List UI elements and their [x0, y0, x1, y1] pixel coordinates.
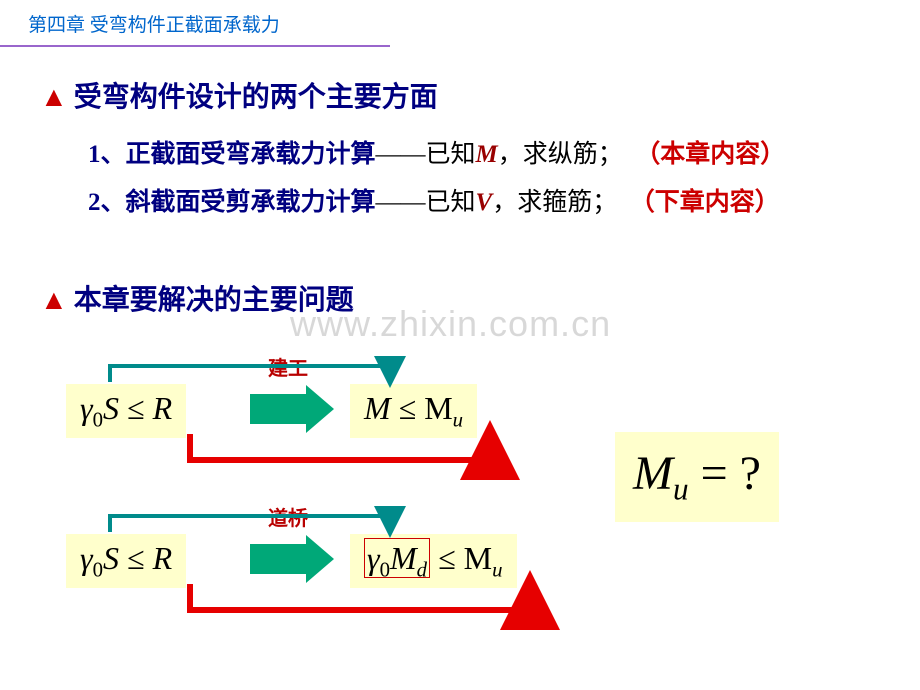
item2-mid: ——已知 [376, 189, 476, 216]
teal-connector-2 [110, 516, 390, 532]
formula-left-top: γ0S ≤ R [66, 384, 186, 438]
section1-item1: 1、正截面受弯承载力计算——已知M，求纵筋； （本章内容） [88, 131, 880, 179]
content-area: ▲受弯构件设计的两个主要方面 1、正截面受弯承载力计算——已知M，求纵筋； （本… [0, 47, 920, 318]
fq-a: M [633, 447, 673, 500]
item2-note: （下章内容） [630, 189, 780, 216]
formula-left-bottom: γ0S ≤ R [66, 534, 186, 588]
item2-label: 2、斜截面受剪承载力计算 [88, 189, 376, 216]
arrow-block-1 [250, 394, 306, 424]
item1-var: M [476, 141, 498, 168]
item1-mid: ——已知 [376, 141, 476, 168]
formula-right-top: M ≤ Mu [350, 384, 477, 438]
diagram-area: 建工 道桥 γ0S ≤ R M ≤ Mu γ0S ≤ R γ0Md ≤ Mu M… [60, 352, 880, 672]
f-bot-a: M [390, 540, 417, 576]
triangle-icon: ▲ [40, 285, 68, 316]
formula-right-bottom: γ0Md ≤ Mu [350, 534, 517, 588]
item1-label: 1、正截面受弯承载力计算 [88, 141, 376, 168]
item1-after: ，求纵筋； [498, 141, 623, 168]
f-bot-d: d [417, 558, 427, 581]
arrow-head-1 [306, 385, 334, 433]
item2-after: ，求箍筋； [492, 189, 617, 216]
label-jiangong: 建工 [268, 352, 308, 381]
formula-question: Mu = ? [615, 432, 779, 522]
section1-title-text: 受弯构件设计的两个主要方面 [74, 82, 438, 113]
watermark-text: www.zhixin.com.cn [290, 303, 611, 345]
f-top-b: ≤ M [391, 390, 453, 426]
item2-var: V [476, 189, 493, 216]
f-bot-b: ≤ M [430, 540, 492, 576]
f-top-a: M [364, 390, 391, 426]
teal-connector-1 [110, 366, 390, 382]
fq-b: = ? [689, 447, 761, 500]
triangle-icon: ▲ [40, 82, 68, 113]
arrow-block-2 [250, 544, 306, 574]
label-daoqiao: 道桥 [268, 502, 308, 531]
section1-item2: 2、斜截面受剪承载力计算——已知V，求箍筋； （下章内容） [88, 179, 880, 227]
gamma-md-box: γ0Md [364, 538, 430, 578]
f-bot-u: u [492, 558, 502, 581]
f-top-u: u [453, 408, 463, 431]
item1-note: （本章内容） [635, 141, 785, 168]
arrow-head-2 [306, 535, 334, 583]
chapter-header: 第四章 受弯构件正截面承载力 [0, 0, 920, 37]
section1-title: ▲受弯构件设计的两个主要方面 [40, 75, 880, 115]
fq-u: u [673, 472, 689, 507]
